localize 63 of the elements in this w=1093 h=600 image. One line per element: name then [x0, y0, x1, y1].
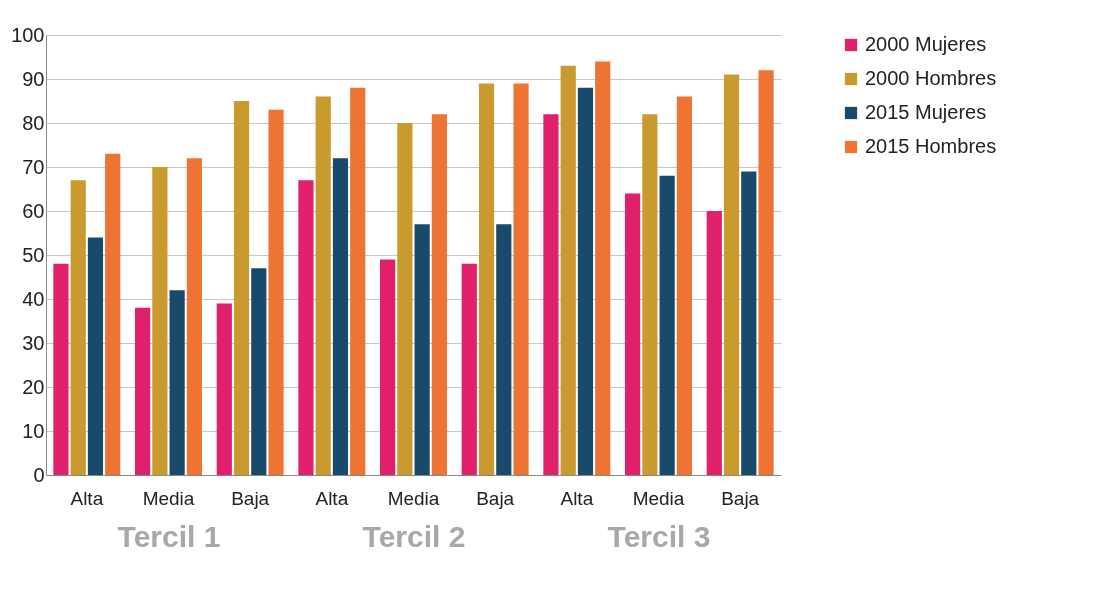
bar — [135, 307, 151, 475]
y-tick-label: 20 — [22, 375, 45, 398]
y-tick-label: 60 — [22, 199, 45, 222]
bar — [332, 158, 349, 475]
bar — [676, 96, 692, 475]
y-tick-label: 0 — [33, 463, 45, 486]
bar — [496, 224, 512, 475]
x-tick-label: Baja — [476, 487, 515, 509]
bar — [706, 211, 722, 475]
x-tick-label: Alta — [315, 487, 349, 509]
bar — [186, 158, 202, 475]
bar — [397, 123, 413, 475]
x-axis-title: Tercil 2 — [362, 519, 466, 553]
y-tick-label: 80 — [22, 111, 45, 134]
legend-label: 2015 Hombres — [865, 135, 997, 157]
bar — [70, 180, 86, 475]
x-tick-label: Baja — [231, 487, 270, 509]
bar — [642, 114, 658, 475]
bar — [560, 65, 576, 475]
x-tick-label: Media — [632, 487, 685, 509]
legend-label: 2000 Hombres — [865, 67, 997, 89]
bar — [659, 175, 675, 475]
x-tick-label: Media — [142, 487, 195, 509]
y-tick-label: 30 — [22, 331, 45, 354]
bar — [53, 263, 69, 475]
bar — [298, 180, 314, 475]
x-axis-title: Tercil 3 — [607, 519, 711, 553]
bar — [513, 83, 529, 475]
legend-label: 2000 Mujeres — [865, 33, 987, 55]
bar — [87, 237, 104, 475]
x-tick-label: Alta — [70, 487, 104, 509]
bar — [315, 96, 331, 475]
bar — [543, 114, 559, 475]
y-tick-label: 90 — [22, 67, 45, 90]
bar — [758, 70, 774, 475]
bar — [169, 290, 185, 475]
y-tick-label: 100 — [11, 23, 45, 46]
x-tick-label: Alta — [560, 487, 594, 509]
bar — [414, 224, 430, 475]
bar — [741, 171, 757, 475]
x-axis-title: Tercil 1 — [117, 519, 221, 553]
y-tick-label: 50 — [22, 243, 45, 266]
bar — [478, 83, 495, 475]
bar — [251, 268, 267, 475]
y-tick-label: 40 — [22, 287, 45, 310]
bar — [105, 153, 121, 475]
bar — [577, 87, 594, 475]
bar — [268, 109, 284, 475]
bar — [431, 114, 447, 475]
bar — [216, 303, 232, 475]
bar — [152, 167, 168, 475]
bar — [595, 61, 611, 475]
bar — [350, 87, 366, 475]
x-tick-label: Baja — [721, 487, 760, 509]
y-tick-label: 70 — [22, 155, 45, 178]
x-tick-label: Media — [387, 487, 440, 509]
bar — [380, 259, 396, 475]
legend-label: 2015 Mujeres — [865, 101, 987, 123]
bar — [625, 193, 641, 475]
y-tick-label: 10 — [22, 419, 45, 442]
bar — [233, 101, 250, 475]
bar — [461, 263, 477, 475]
bar — [723, 74, 740, 475]
